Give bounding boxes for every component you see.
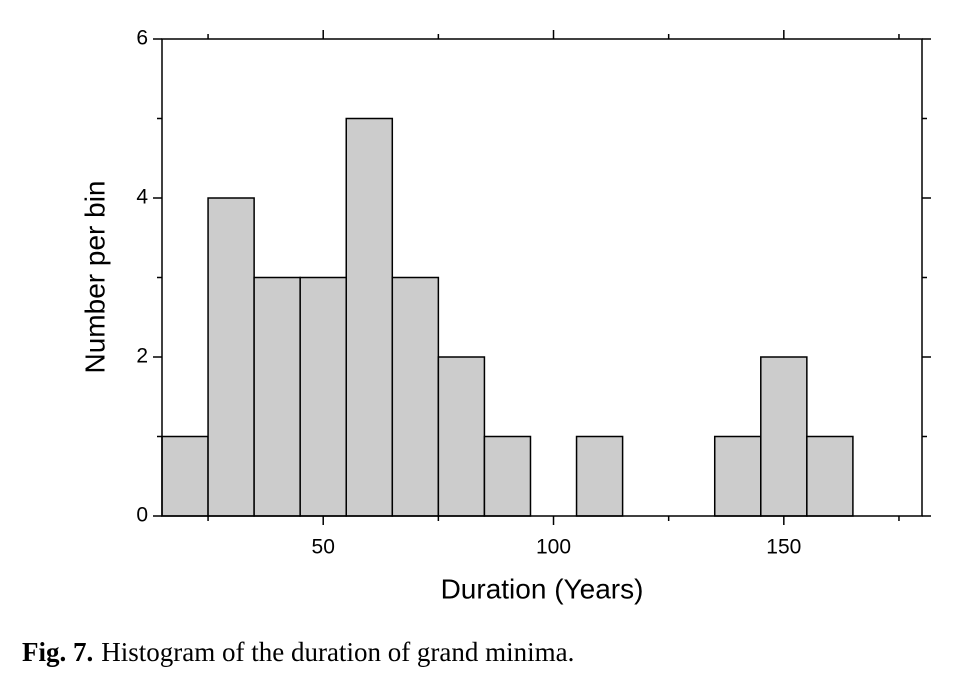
y-tick-label: 6	[136, 27, 148, 50]
y-tick-label: 4	[136, 186, 148, 209]
bar	[161, 435, 209, 517]
bar	[713, 435, 762, 517]
bar	[806, 435, 854, 517]
x-tick-label: 150	[766, 536, 801, 559]
x-tick-label: 100	[536, 536, 571, 559]
bar	[483, 435, 532, 517]
bar	[760, 356, 808, 517]
bar	[207, 197, 255, 517]
x-tick-label: 50	[312, 536, 335, 559]
x-axis-label: Duration (Years)	[441, 573, 644, 604]
bar	[391, 276, 440, 517]
bar	[253, 276, 301, 517]
y-tick-label: 0	[136, 504, 148, 527]
caption: Fig. 7. Histogram of the duration of gran…	[22, 637, 574, 667]
bar	[345, 117, 394, 517]
bar	[575, 435, 624, 517]
bar	[437, 356, 486, 517]
caption-label: Fig. 7.	[22, 637, 93, 667]
y-tick-label: 2	[136, 345, 148, 368]
bar	[299, 276, 347, 517]
caption-text: Histogram of the duration of grand minim…	[101, 637, 574, 667]
y-axis-label: Number per bin	[79, 181, 110, 374]
